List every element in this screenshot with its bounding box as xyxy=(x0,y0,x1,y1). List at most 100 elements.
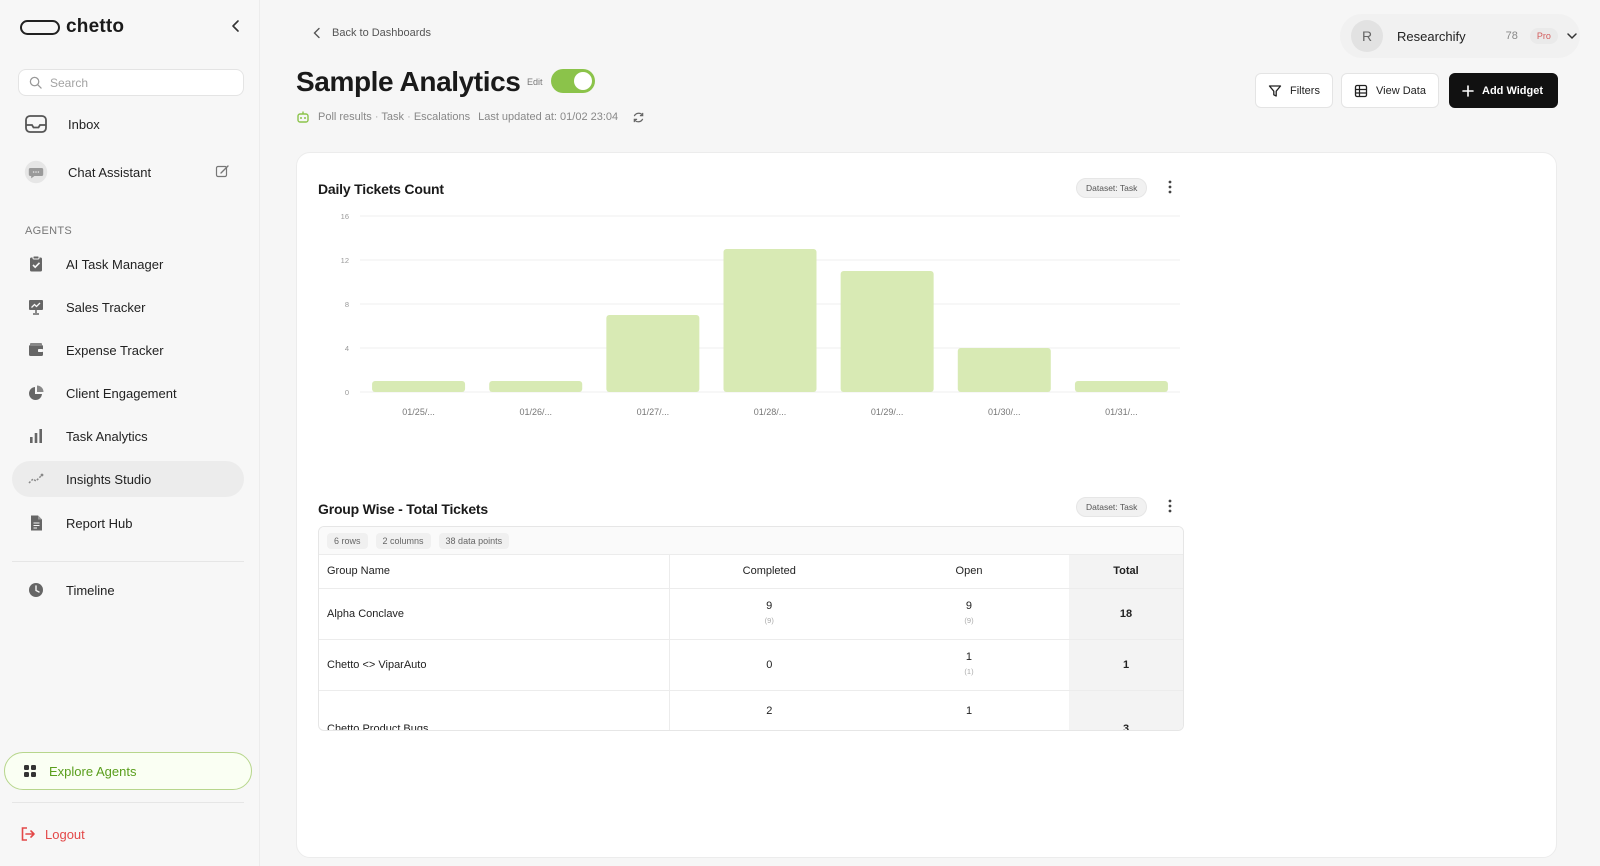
chevron-left-icon xyxy=(232,20,239,32)
table-row: Chetto <> ViparAuto 0 1 (1) 1 xyxy=(319,639,1183,691)
plan-badge: Pro xyxy=(1529,28,1558,44)
data-table: Group Name Completed Open Total Alpha Co… xyxy=(319,555,1183,730)
sidebar-item-label: Report Hub xyxy=(66,515,133,531)
column-header[interactable]: Group Name xyxy=(319,555,670,589)
cell-total: 18 xyxy=(1069,588,1183,640)
account-count: 78 xyxy=(1505,30,1518,42)
cell-group-name: Chetto Product Bugs xyxy=(319,690,670,730)
inbox-icon xyxy=(24,112,48,136)
subtitle-path-item: Poll results xyxy=(318,111,372,123)
dashboard-board xyxy=(296,152,1557,858)
sidebar-divider xyxy=(12,802,244,803)
wallet-icon xyxy=(24,338,48,362)
sidebar-item-insights-studio[interactable]: Insights Studio xyxy=(12,461,244,497)
column-header[interactable]: Open xyxy=(869,555,1069,589)
explore-agents-label: Explore Agents xyxy=(49,763,137,779)
add-widget-button[interactable]: Add Widget xyxy=(1449,73,1558,108)
table-header-row: Group Name Completed Open Total xyxy=(319,555,1183,589)
last-updated: Last updated at: 01/02 23:04 xyxy=(478,111,619,123)
chevron-left-icon xyxy=(313,27,320,39)
subtitle-separator: · xyxy=(407,111,411,123)
sidebar-item-chat-assistant[interactable]: Chat Assistant xyxy=(12,154,244,190)
subtitle-path: Poll results · Task · Escalations xyxy=(318,111,470,123)
edit-toggle[interactable] xyxy=(551,69,595,93)
clipboard-check-icon xyxy=(24,252,48,276)
table-icon xyxy=(1354,84,1368,97)
search-input[interactable] xyxy=(50,75,230,90)
kebab-menu-icon xyxy=(1168,180,1172,194)
sidebar-item-report-hub[interactable]: Report Hub xyxy=(12,505,244,541)
filters-label: Filters xyxy=(1290,84,1320,97)
subtitle-separator: · xyxy=(374,111,379,123)
stat-rows: 6 rows xyxy=(327,532,368,549)
cell-group-name: Alpha Conclave xyxy=(319,588,670,640)
cell-completed: 9 (9) xyxy=(669,588,869,640)
widget-menu-button[interactable] xyxy=(1164,179,1176,195)
back-label: Back to Dashboards xyxy=(332,27,432,39)
view-data-label: View Data xyxy=(1376,84,1426,97)
edit-label: Edit xyxy=(527,77,543,87)
sidebar-item-client-engagement[interactable]: Client Engagement xyxy=(12,375,244,411)
account-switcher[interactable]: R Researchify 78 Pro xyxy=(1340,14,1580,58)
sidebar-item-sales-tracker[interactable]: Sales Tracker xyxy=(12,289,244,325)
sidebar: chetto Inbox Chat Assistant AGENTS AI Ta… xyxy=(0,0,260,866)
widget-menu-button[interactable] xyxy=(1164,498,1176,514)
agents-section-label: AGENTS xyxy=(25,225,73,237)
page-title: Sample Analytics xyxy=(296,66,521,97)
explore-agents-button[interactable]: Explore Agents xyxy=(4,752,252,790)
stat-data-points: 38 data points xyxy=(438,532,510,549)
account-name: Researchify xyxy=(1397,28,1466,44)
sidebar-item-label: Client Engagement xyxy=(66,385,177,401)
sidebar-item-inbox[interactable]: Inbox xyxy=(12,106,244,142)
logout-button[interactable]: Logout xyxy=(20,826,85,842)
clock-icon xyxy=(24,578,48,602)
cell-value: 9 xyxy=(766,600,773,612)
filters-button[interactable]: Filters xyxy=(1255,73,1333,108)
chat-bubble-icon xyxy=(24,160,48,184)
dataset-badge: Dataset: Task xyxy=(1076,178,1148,198)
table-stats: 6 rows 2 columns 38 data points xyxy=(319,527,1183,555)
refresh-button[interactable] xyxy=(632,111,645,124)
back-to-dashboards-link[interactable]: Back to Dashboards xyxy=(312,27,431,39)
filter-icon xyxy=(1268,84,1282,97)
sidebar-item-timeline[interactable]: Timeline xyxy=(12,572,244,608)
table-row: Alpha Conclave 9 (9) 9 (9) 18 xyxy=(319,588,1183,640)
toggle-knob xyxy=(574,72,592,90)
cell-group-name: Chetto <> ViparAuto xyxy=(319,639,670,691)
cell-subvalue: (9) xyxy=(764,616,774,625)
sidebar-item-expense-tracker[interactable]: Expense Tracker xyxy=(12,332,244,368)
subtitle-path-item: Escalations xyxy=(413,111,471,123)
collapse-sidebar-button[interactable] xyxy=(228,18,244,34)
edit-note-icon[interactable] xyxy=(215,164,230,179)
column-header[interactable]: Total xyxy=(1069,555,1183,589)
grid-icon xyxy=(24,765,36,777)
cell-value: 9 xyxy=(965,600,973,612)
plus-icon xyxy=(1462,84,1474,97)
logout-label: Logout xyxy=(45,826,85,842)
avatar: R xyxy=(1351,20,1383,52)
cell-completed: 2 xyxy=(669,690,869,730)
robot-icon xyxy=(297,111,309,123)
kebab-menu-icon xyxy=(1168,499,1172,513)
dashboard-subtitle: Poll results · Task · Escalations Last u… xyxy=(296,110,645,124)
sidebar-item-label: Chat Assistant xyxy=(68,164,152,180)
widget-title-group-wise: Group Wise - Total Tickets xyxy=(318,501,488,517)
trend-line-icon xyxy=(24,467,48,491)
logo-pill-icon xyxy=(20,19,60,35)
view-data-button[interactable]: View Data xyxy=(1341,73,1439,108)
cell-subvalue: (1) xyxy=(964,667,974,676)
document-icon xyxy=(24,511,48,535)
cell-open: 9 (9) xyxy=(869,588,1069,640)
column-header[interactable]: Completed xyxy=(669,555,869,589)
table-row: Chetto Product Bugs 2 1 3 xyxy=(319,690,1183,730)
logo[interactable]: chetto xyxy=(20,16,124,38)
sidebar-item-label: Insights Studio xyxy=(66,471,152,487)
add-widget-label: Add Widget xyxy=(1482,84,1543,97)
sidebar-item-task-analytics[interactable]: Task Analytics xyxy=(12,418,244,454)
sidebar-item-label: Task Analytics xyxy=(66,428,148,444)
widget-title-daily-tickets: Daily Tickets Count xyxy=(318,181,444,197)
sidebar-item-ai-task-manager[interactable]: AI Task Manager xyxy=(12,246,244,282)
sidebar-item-label: Sales Tracker xyxy=(66,299,146,315)
logout-icon xyxy=(21,827,35,841)
search-box[interactable] xyxy=(18,69,244,96)
